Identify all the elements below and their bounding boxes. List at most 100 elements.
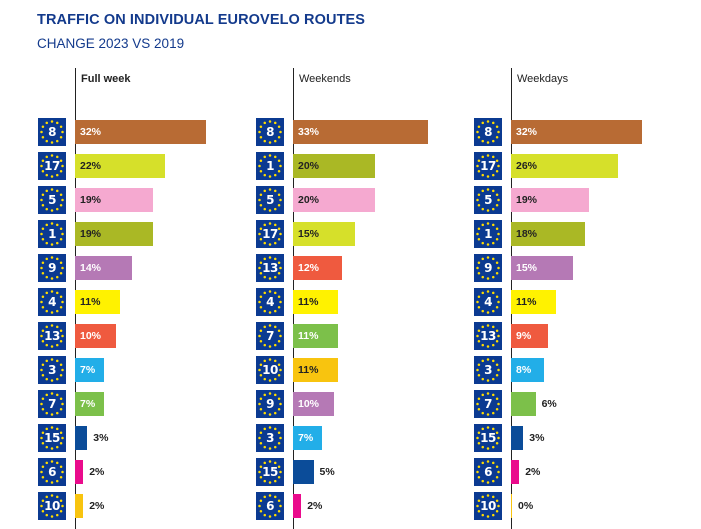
route-badge: 15 bbox=[474, 424, 502, 452]
bar-value-label: 32% bbox=[80, 126, 102, 138]
eu-stars-icon bbox=[258, 154, 282, 178]
bar bbox=[75, 358, 104, 382]
bar-value-label: 6% bbox=[541, 398, 557, 410]
route-number: 13 bbox=[480, 329, 496, 343]
route-badge: 7 bbox=[474, 390, 502, 418]
eu-stars-icon bbox=[258, 256, 282, 280]
bar-value-label: 20% bbox=[298, 160, 320, 172]
route-number: 13 bbox=[262, 261, 278, 275]
eu-stars-icon bbox=[40, 222, 64, 246]
route-number: 9 bbox=[266, 397, 274, 411]
eu-stars-icon bbox=[40, 256, 64, 280]
route-badge: 9 bbox=[256, 390, 284, 418]
bar bbox=[511, 358, 544, 382]
eu-stars-icon bbox=[258, 494, 282, 518]
route-number: 8 bbox=[48, 125, 56, 139]
bar-value-label: 19% bbox=[80, 194, 102, 206]
bar-value-label: 32% bbox=[516, 126, 538, 138]
route-badge: 8 bbox=[474, 118, 502, 146]
route-badge: 15 bbox=[38, 424, 66, 452]
bar-value-label: 18% bbox=[516, 228, 538, 240]
bar bbox=[511, 120, 643, 144]
eu-stars-icon bbox=[40, 290, 64, 314]
route-number: 15 bbox=[480, 431, 496, 445]
bar bbox=[511, 460, 520, 484]
route-number: 4 bbox=[484, 295, 492, 309]
bar-value-label: 14% bbox=[80, 262, 102, 274]
bar bbox=[75, 494, 84, 518]
route-number: 6 bbox=[484, 465, 492, 479]
bar bbox=[293, 154, 375, 178]
bar-value-label: 7% bbox=[80, 364, 96, 376]
bar bbox=[293, 290, 339, 314]
bar bbox=[293, 222, 355, 246]
route-badge: 6 bbox=[474, 458, 502, 486]
bar bbox=[293, 460, 314, 484]
route-badge: 9 bbox=[474, 254, 502, 282]
eu-stars-icon bbox=[258, 392, 282, 416]
bar bbox=[293, 426, 322, 450]
eu-stars-icon bbox=[40, 460, 64, 484]
route-badge: 8 bbox=[38, 118, 66, 146]
eu-stars-icon bbox=[40, 494, 64, 518]
route-badge: 6 bbox=[256, 492, 284, 520]
bar bbox=[511, 222, 585, 246]
route-number: 3 bbox=[266, 431, 274, 445]
bar bbox=[511, 392, 536, 416]
bar bbox=[75, 324, 116, 348]
chart-subtitle: CHANGE 2023 VS 2019 bbox=[37, 36, 185, 51]
route-badge: 17 bbox=[474, 152, 502, 180]
eu-stars-icon bbox=[40, 188, 64, 212]
eu-stars-icon bbox=[258, 426, 282, 450]
route-badge: 1 bbox=[474, 220, 502, 248]
panel-title: Weekends bbox=[299, 73, 351, 85]
route-number: 10 bbox=[44, 499, 60, 513]
bar-value-label: 19% bbox=[80, 228, 102, 240]
bar-value-label: 11% bbox=[80, 296, 101, 308]
bar-value-label: 2% bbox=[89, 466, 105, 478]
route-number: 4 bbox=[48, 295, 56, 309]
route-badge: 5 bbox=[256, 186, 284, 214]
route-number: 13 bbox=[44, 329, 60, 343]
bar-value-label: 19% bbox=[516, 194, 538, 206]
route-badge: 13 bbox=[474, 322, 502, 350]
panel-weekends: Weekends 8 33% 1 20% 5 20% 17 15% 13 12% 4 11% 7 11% 1… bbox=[256, 68, 503, 529]
route-number: 15 bbox=[262, 465, 278, 479]
eu-stars-icon bbox=[258, 358, 282, 382]
bar-value-label: 12% bbox=[298, 262, 320, 274]
route-badge: 13 bbox=[256, 254, 284, 282]
bar-value-label: 7% bbox=[80, 398, 96, 410]
route-number: 1 bbox=[48, 227, 56, 241]
route-badge: 17 bbox=[256, 220, 284, 248]
eu-stars-icon bbox=[476, 188, 500, 212]
route-badge: 4 bbox=[38, 288, 66, 316]
route-number: 8 bbox=[484, 125, 492, 139]
route-number: 5 bbox=[484, 193, 492, 207]
bar-value-label: 33% bbox=[298, 126, 320, 138]
bar bbox=[511, 494, 512, 518]
panel-weekdays: Weekdays 8 32% 17 26% 5 19% 1 18% 9 15% 4 11% 13 9% 3 8… bbox=[474, 68, 701, 529]
eu-stars-icon bbox=[258, 324, 282, 348]
route-badge: 8 bbox=[256, 118, 284, 146]
bar-value-label: 10% bbox=[80, 330, 102, 342]
bar bbox=[293, 324, 339, 348]
route-badge: 9 bbox=[38, 254, 66, 282]
bar-value-label: 10% bbox=[298, 398, 320, 410]
route-number: 3 bbox=[48, 363, 56, 377]
bar-value-label: 11% bbox=[298, 330, 319, 342]
bar-value-label: 9% bbox=[516, 330, 532, 342]
route-badge: 7 bbox=[256, 322, 284, 350]
route-badge: 3 bbox=[474, 356, 502, 384]
eu-stars-icon bbox=[476, 392, 500, 416]
route-badge: 1 bbox=[256, 152, 284, 180]
chart-title: TRAFFIC ON INDIVIDUAL EUROVELO ROUTES bbox=[37, 12, 366, 28]
panel-title: Full week bbox=[81, 73, 131, 85]
route-number: 9 bbox=[484, 261, 492, 275]
route-number: 1 bbox=[484, 227, 492, 241]
eu-stars-icon bbox=[40, 426, 64, 450]
eu-stars-icon bbox=[40, 120, 64, 144]
bar bbox=[511, 324, 548, 348]
eu-stars-icon bbox=[476, 460, 500, 484]
eu-stars-icon bbox=[476, 222, 500, 246]
eu-stars-icon bbox=[258, 222, 282, 246]
